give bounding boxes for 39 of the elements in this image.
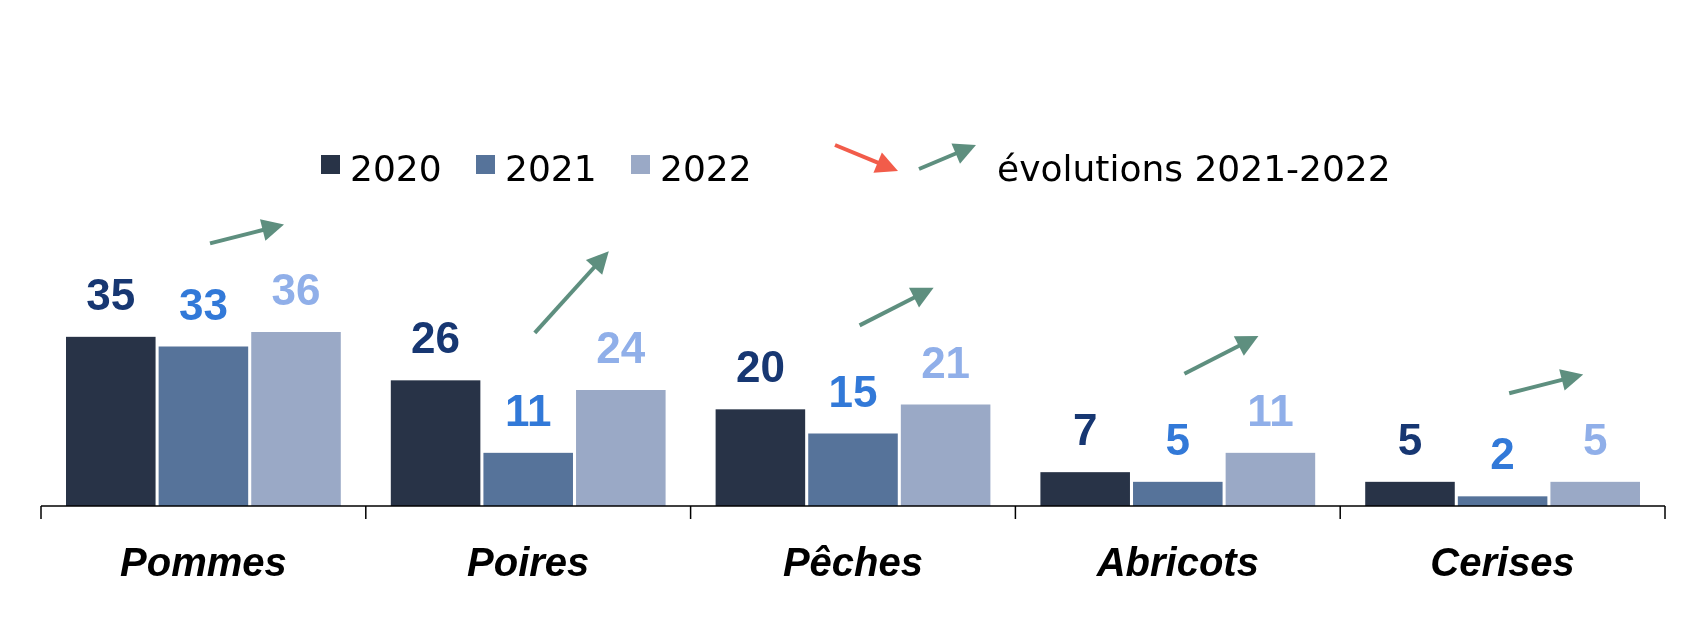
bar: [1550, 481, 1640, 506]
legend-label: 2021: [505, 148, 597, 189]
x-tick-label: Cerises: [1430, 540, 1575, 584]
data-label: 2: [1490, 429, 1515, 479]
text: évolutions 2021-2022: [997, 148, 1391, 189]
data-label: 11: [504, 385, 552, 435]
data-label: 21: [921, 337, 971, 387]
data-label: 26: [411, 313, 461, 363]
bar: [251, 332, 341, 506]
x-tick-label: Poires: [467, 540, 590, 584]
bar: [1365, 481, 1455, 506]
bar: [158, 346, 249, 506]
bar: [715, 409, 806, 506]
x-tick-label: Pommes: [120, 540, 287, 584]
bar: [900, 404, 991, 506]
data-label: 5: [1397, 414, 1423, 464]
bar: [576, 390, 666, 506]
data-label: 35: [86, 269, 136, 319]
legend-label: 2022: [660, 148, 752, 189]
data-label: 33: [178, 279, 228, 329]
data-label: 15: [828, 366, 878, 416]
data-label: 20: [735, 342, 785, 392]
data-label: 36: [271, 265, 321, 314]
bar: [808, 433, 898, 506]
data-label: 11: [1247, 385, 1294, 435]
bar: [66, 336, 156, 506]
data-label: 5: [1582, 414, 1608, 464]
legend-label: 2020: [350, 148, 442, 189]
bar: [1040, 472, 1130, 506]
bar: [1457, 496, 1548, 506]
data-label: 7: [1072, 405, 1098, 455]
data-label: 5: [1165, 414, 1191, 464]
bar: [1225, 452, 1316, 506]
bar: [1133, 481, 1223, 506]
x-tick-label: Abricots: [1095, 540, 1259, 584]
x-tick-label: Pêches: [782, 540, 924, 584]
bar: [390, 380, 481, 506]
data-label: 24: [596, 323, 646, 372]
bar: [483, 452, 573, 506]
